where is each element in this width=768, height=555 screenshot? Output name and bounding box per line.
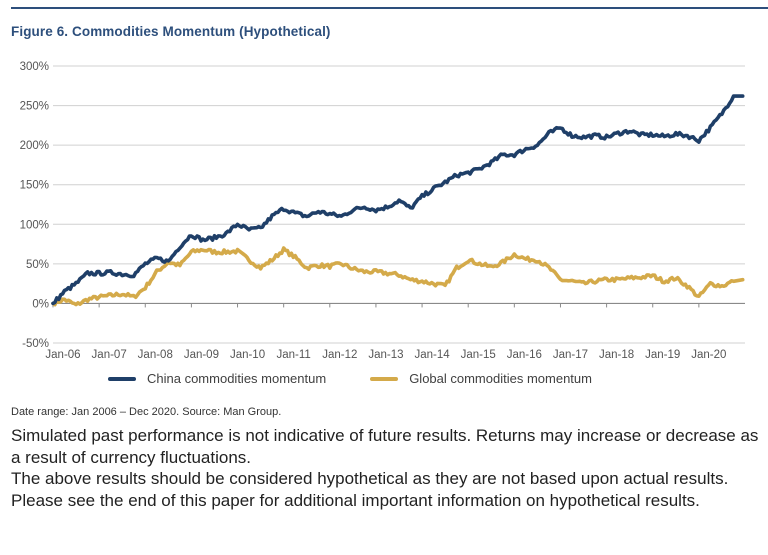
y-axis: -50% 0% 50% 100% 150% 200% 250% 300% — [20, 61, 49, 350]
y-tick-label: 200% — [20, 140, 49, 152]
disclaimer: Simulated past performance is not indica… — [11, 425, 761, 511]
line-chart: -50%0%50%100%150%200%250%300% Jan-06 Jan-… — [20, 61, 745, 361]
disclaimer-paragraph: The above results should be considered h… — [11, 469, 729, 510]
y-tick-label: 250% — [20, 101, 49, 113]
figure-title: Figure 6. Commodities Momentum (Hypothet… — [11, 24, 331, 39]
grid — [53, 65, 745, 344]
top-rule — [11, 7, 768, 9]
y-tick-label: 300% — [20, 61, 49, 73]
y-tick-label: 0% — [32, 298, 49, 310]
x-tick-label: Jan-10 — [230, 349, 265, 361]
series-line-global — [51, 246, 745, 307]
series-lines — [51, 94, 745, 307]
x-tick-label: Jan-13 — [368, 349, 403, 361]
x-tick-label: Jan-19 — [645, 349, 680, 361]
y-tick-label: -50% — [22, 338, 49, 350]
x-tick-label: Jan-18 — [599, 349, 634, 361]
x-tick-label: Jan-08 — [138, 349, 173, 361]
x-tick-label: Jan-20 — [691, 349, 726, 361]
x-axis: Jan-06 Jan-07 Jan-08 Jan-09 Jan-10 Jan-11 Jan-… — [45, 303, 726, 361]
legend-item-china: China commodities momentum — [108, 371, 326, 386]
legend-label-china: China commodities momentum — [147, 371, 327, 386]
legend-item-global: Global commodities momentum — [370, 371, 592, 386]
x-tick-label: Jan-12 — [322, 349, 357, 361]
legend: China commodities momentum Global commod… — [108, 371, 636, 386]
x-tick-label: Jan-14 — [414, 349, 450, 361]
x-tick-label: Jan-11 — [277, 349, 311, 361]
legend-swatch-global — [370, 376, 399, 381]
source-note: Date range: Jan 2006 – Dec 2020. Source:… — [11, 406, 282, 418]
y-tick-label: 100% — [20, 219, 49, 231]
x-tick-label: Jan-07 — [92, 349, 127, 361]
x-tick-label: Jan-06 — [45, 349, 80, 361]
y-tick-label: 50% — [26, 259, 49, 271]
x-tick-label: Jan-16 — [507, 349, 542, 361]
x-tick-label: Jan-09 — [184, 349, 219, 361]
x-tick-label: Jan-17 — [553, 349, 588, 361]
legend-swatch-china — [108, 376, 136, 381]
y-tick-label: 150% — [20, 180, 49, 192]
x-tick-label: Jan-15 — [461, 349, 496, 361]
disclaimer-paragraph: Simulated past performance is not indica… — [11, 426, 759, 467]
legend-label-global: Global commodities momentum — [409, 371, 592, 386]
series-line-china — [51, 94, 745, 306]
